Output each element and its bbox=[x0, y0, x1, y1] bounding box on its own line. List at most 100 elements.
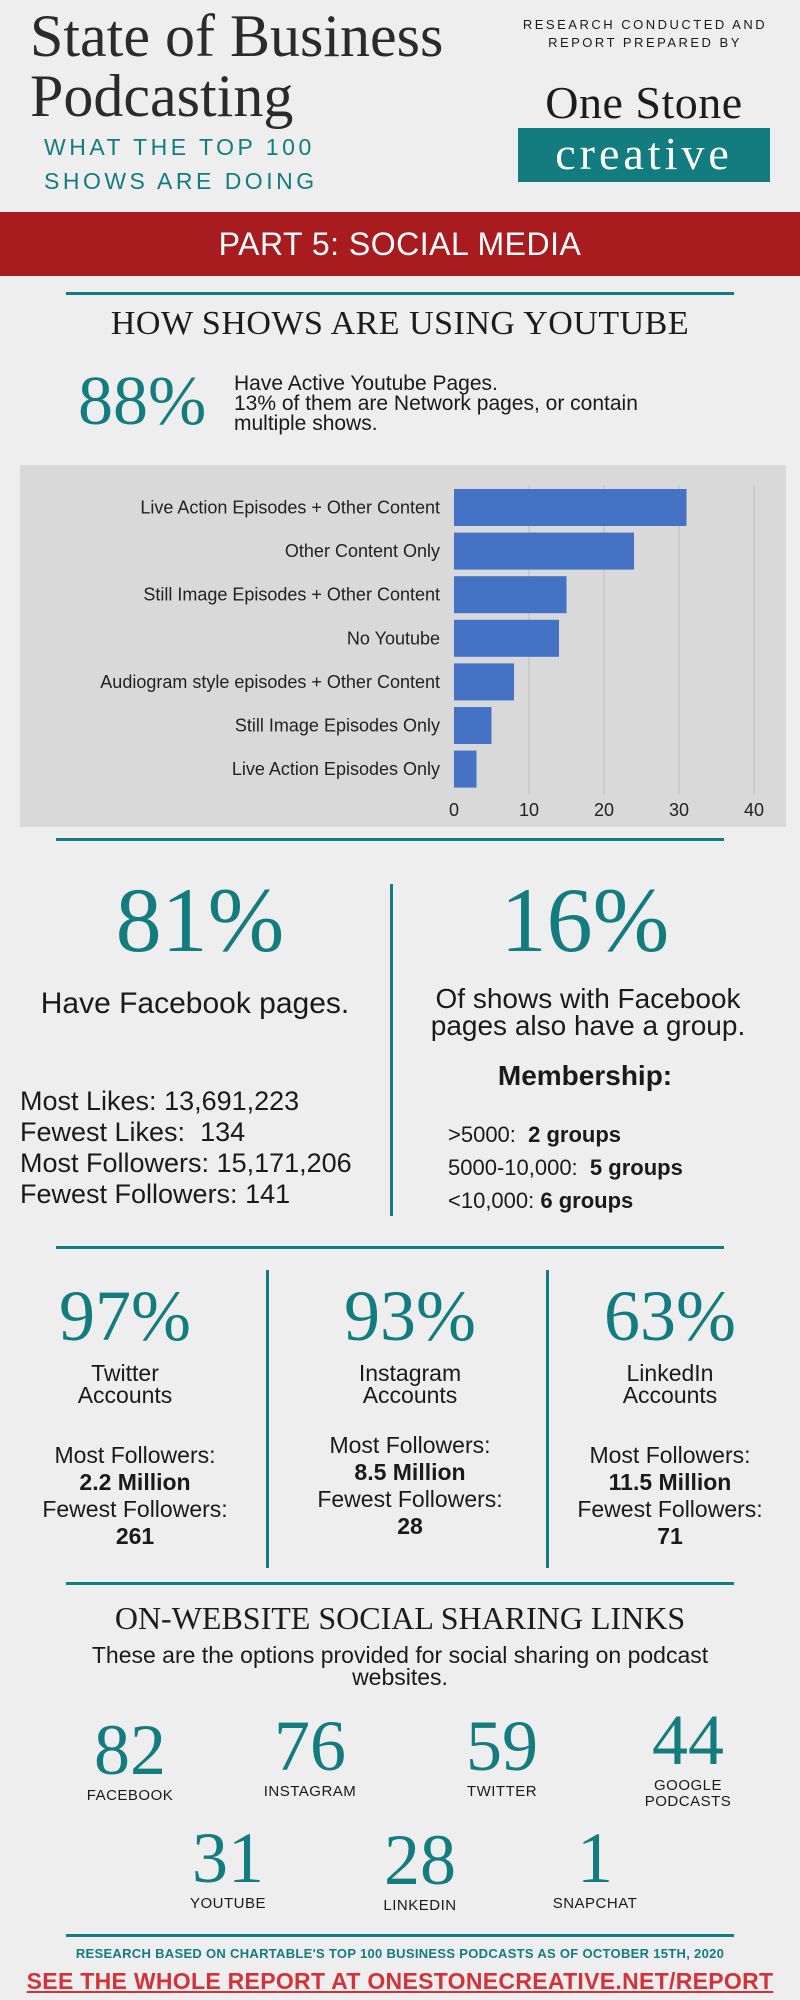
facebook-description: Have Facebook pages. bbox=[40, 987, 350, 1020]
youtube-line1: Have Active Youtube Pages. bbox=[234, 372, 498, 395]
instagram-stats: Most Followers: 8.5 Million Fewest Follo… bbox=[285, 1432, 535, 1540]
membership-value: 6 groups bbox=[540, 1188, 634, 1213]
membership-row: 5000-10,000: 5 groups bbox=[448, 1151, 778, 1184]
category-label: Audiogram style episodes + Other Content bbox=[100, 672, 440, 692]
most-followers-label: Most Followers: bbox=[54, 1442, 216, 1468]
most-followers-value: 8.5 Million bbox=[354, 1459, 466, 1485]
x-tick-label: 30 bbox=[669, 800, 689, 820]
vertical-divider bbox=[266, 1270, 269, 1568]
share-item-facebook: 82 Facebook bbox=[50, 1712, 210, 1804]
membership-label: <10,000: bbox=[448, 1188, 535, 1213]
stat-label: Most Followers: bbox=[20, 1148, 210, 1178]
most-followers-label: Most Followers: bbox=[589, 1442, 751, 1468]
bar bbox=[454, 619, 559, 657]
x-tick-label: 20 bbox=[594, 800, 614, 820]
category-label: Other Content Only bbox=[285, 541, 440, 561]
stat-value: 13,691,223 bbox=[164, 1086, 300, 1116]
category-label: No Youtube bbox=[347, 628, 440, 648]
category-label: Live Action Episodes Only bbox=[232, 759, 440, 779]
bar bbox=[454, 750, 477, 788]
facebook-stat-row: Fewest Likes: 134 bbox=[20, 1117, 390, 1148]
linkedin-percent: 63% bbox=[604, 1276, 736, 1356]
stat-value: 15,171,206 bbox=[216, 1148, 352, 1178]
most-followers-label: Most Followers: bbox=[329, 1432, 491, 1458]
linkedin-label: LinkedIn Accounts bbox=[555, 1360, 785, 1408]
share-label: Google Podcasts bbox=[644, 1777, 732, 1810]
share-label: Snapchat bbox=[552, 1895, 638, 1912]
share-label: LinkedIn bbox=[383, 1897, 457, 1914]
fewest-followers-value: 261 bbox=[115, 1523, 155, 1549]
membership-label: >5000: bbox=[448, 1122, 516, 1147]
youtube-line2: 13% of them are Network pages, or contai… bbox=[234, 392, 638, 435]
fewest-followers-value: 71 bbox=[657, 1523, 683, 1549]
share-count: 31 bbox=[192, 1818, 264, 1898]
most-followers-value: 2.2 Million bbox=[79, 1469, 191, 1495]
share-label: Facebook bbox=[86, 1787, 174, 1804]
membership-value: 2 groups bbox=[528, 1122, 622, 1147]
most-followers-value: 11.5 Million bbox=[608, 1469, 732, 1495]
youtube-percent: 88% bbox=[78, 363, 207, 440]
instagram-percent: 93% bbox=[344, 1276, 476, 1356]
fewest-followers-label: Fewest Followers: bbox=[42, 1496, 228, 1522]
linkedin-stats: Most Followers: 11.5 Million Fewest Foll… bbox=[550, 1442, 790, 1550]
share-label: Twitter bbox=[466, 1783, 538, 1800]
youtube-usage-chart: 0 10 20 30 40 Live Action Episodes + Other Co… bbox=[100, 485, 764, 820]
research-credit: Research conducted and report prepared b… bbox=[522, 17, 768, 50]
divider bbox=[56, 1246, 724, 1249]
fewest-followers-label: Fewest Followers: bbox=[577, 1496, 763, 1522]
category-label: Still Image Episodes + Other Content bbox=[143, 585, 440, 605]
vertical-divider bbox=[546, 1270, 549, 1568]
brand-logo-top: One Stone bbox=[545, 77, 743, 128]
bar bbox=[454, 576, 567, 614]
report-title-line2: Podcasting bbox=[30, 63, 294, 129]
report-title: State of Business Podcasting bbox=[30, 6, 510, 126]
category-label: Live Action Episodes + Other Content bbox=[140, 498, 440, 518]
report-link[interactable]: See the whole report at onestonecreative… bbox=[26, 1968, 774, 1994]
stat-value: 141 bbox=[245, 1179, 291, 1209]
footer-note: Research based on Chartable's top 100 bu… bbox=[75, 1946, 725, 1961]
vertical-divider bbox=[390, 884, 393, 1216]
membership-row: >5000: 2 groups bbox=[448, 1118, 778, 1151]
facebook-percent: 81% bbox=[115, 869, 285, 971]
membership-label: 5000-10,000: bbox=[448, 1155, 578, 1180]
membership-value: 5 groups bbox=[589, 1155, 683, 1180]
brand-logo-bottom: creative bbox=[518, 128, 770, 182]
share-count: 28 bbox=[384, 1820, 456, 1900]
platform-sub: Accounts bbox=[77, 1382, 173, 1408]
fewest-followers-value: 28 bbox=[397, 1513, 423, 1539]
stat-label: Fewest Followers: bbox=[20, 1179, 238, 1209]
platform-sub: Accounts bbox=[362, 1382, 458, 1408]
share-count: 44 bbox=[652, 1700, 724, 1780]
youtube-description: Have Active Youtube Pages. 13% of them a… bbox=[234, 372, 714, 435]
fewest-followers-label: Fewest Followers: bbox=[317, 1486, 503, 1512]
youtube-heading: HOW SHOWS ARE USING YOUTUBE bbox=[110, 305, 690, 342]
bar bbox=[454, 663, 514, 701]
platform-name: Instagram bbox=[358, 1360, 462, 1386]
share-item-youtube: 31 Youtube bbox=[148, 1820, 308, 1912]
platform-sub: Accounts bbox=[622, 1382, 718, 1408]
bar bbox=[454, 707, 492, 744]
facebook-stat-row: Most Likes: 13,691,223 bbox=[20, 1086, 390, 1117]
twitter-label: Twitter Accounts bbox=[10, 1362, 240, 1408]
report-title-line1: State of Business bbox=[30, 3, 444, 69]
divider bbox=[56, 838, 724, 841]
share-count: 59 bbox=[466, 1706, 538, 1786]
stat-label: Most Likes: bbox=[20, 1086, 157, 1116]
category-label: Still Image Episodes Only bbox=[235, 716, 440, 736]
divider bbox=[66, 1934, 734, 1937]
instagram-label: Instagram Accounts bbox=[290, 1360, 530, 1408]
platform-name: LinkedIn bbox=[626, 1360, 714, 1386]
x-tick-label: 0 bbox=[449, 800, 459, 820]
share-count: 1 bbox=[577, 1818, 613, 1898]
share-item-google-podcasts: 44 Google Podcasts bbox=[608, 1702, 768, 1810]
sharing-heading: ON-WEBSITE SOCIAL SHARING LINKS bbox=[114, 1600, 686, 1636]
bar bbox=[454, 532, 634, 570]
bar bbox=[454, 489, 687, 526]
facebook-group-description: Of shows with Facebook pages also have a… bbox=[430, 983, 746, 1041]
share-label: Instagram bbox=[263, 1783, 357, 1800]
sharing-description: These are the options provided for socia… bbox=[91, 1642, 709, 1690]
membership-list: >5000: 2 groups 5000-10,000: 5 groups <1… bbox=[448, 1118, 778, 1217]
facebook-stat-row: Most Followers: 15,171,206 bbox=[20, 1148, 390, 1179]
share-item-linkedin: 28 LinkedIn bbox=[340, 1822, 500, 1914]
facebook-stat-row: Fewest Followers: 141 bbox=[20, 1179, 390, 1210]
